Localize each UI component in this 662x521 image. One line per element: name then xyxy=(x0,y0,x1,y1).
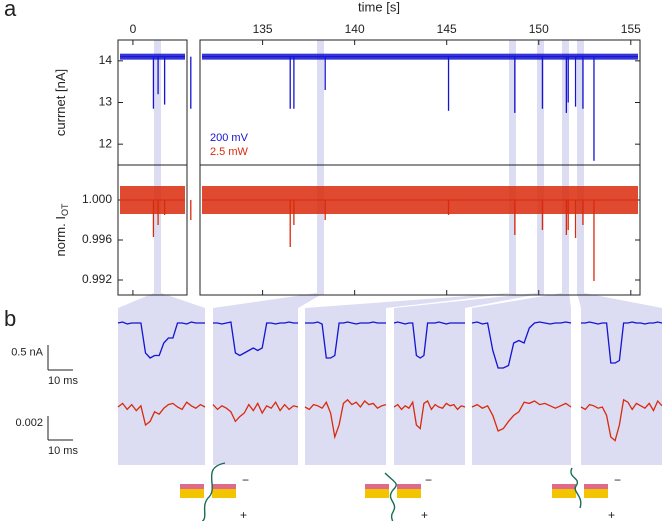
connector xyxy=(472,293,571,308)
x-tick-label: 150 xyxy=(529,22,549,36)
highlight-band xyxy=(562,40,569,295)
window-bg xyxy=(213,308,298,465)
pore-minus: − xyxy=(242,473,249,487)
pore-icon: − + xyxy=(365,472,432,521)
highlight-band xyxy=(577,40,584,295)
axis-break xyxy=(188,159,199,301)
x-tick-label: 135 xyxy=(253,22,273,36)
legend-entry: 2.5 mW xyxy=(210,146,249,158)
current-trace xyxy=(213,321,298,357)
optical-trace xyxy=(212,400,299,423)
legend-entry: 200 mV xyxy=(210,132,249,144)
scale-bar-label: 0.002 xyxy=(15,417,43,429)
current-trace xyxy=(305,321,386,359)
x-tick-label: 155 xyxy=(621,22,641,36)
pore-minus: − xyxy=(425,473,432,487)
x-tick-label: 0 xyxy=(130,22,137,36)
optical-trace xyxy=(471,400,572,432)
window-bg xyxy=(472,308,571,465)
connector xyxy=(577,293,662,308)
y-axis-label-text: norm. I xyxy=(53,216,68,256)
pore-plus: + xyxy=(421,508,428,521)
current-trace xyxy=(393,321,465,359)
highlight-band xyxy=(154,40,161,295)
window-bg xyxy=(394,308,465,465)
current-trace xyxy=(581,321,662,364)
optical-trace xyxy=(580,398,662,442)
y-tick-label: 0.992 xyxy=(82,272,112,286)
y-tick-label: 12 xyxy=(99,136,113,150)
y-tick-label: 14 xyxy=(99,53,113,67)
pore-minus: − xyxy=(614,473,621,487)
y-axis-label: norm. IOT xyxy=(53,203,70,256)
y-tick-label: 1.000 xyxy=(82,192,112,206)
x-tick-label: 145 xyxy=(437,22,457,36)
x-tick-label: 140 xyxy=(345,22,365,36)
optical-trace xyxy=(393,400,466,430)
highlights xyxy=(118,40,662,465)
window-bg xyxy=(305,308,386,465)
connector xyxy=(305,293,516,308)
current-trace xyxy=(117,321,205,359)
optical-trace xyxy=(117,401,206,427)
pore-icon: − + xyxy=(552,467,621,521)
scale-bar-time: 10 ms xyxy=(48,375,78,387)
plot-frame xyxy=(117,164,188,296)
highlight-band xyxy=(317,40,324,295)
scale-bar-label: 0.5 nA xyxy=(11,346,43,358)
window-bg xyxy=(581,308,662,465)
plot-frame xyxy=(199,164,641,296)
pore-icon: − + xyxy=(180,462,249,521)
plots: time [s] 0 135 140 145 150 155 12 13 14 currnet [n… xyxy=(11,0,662,457)
connector xyxy=(394,293,544,308)
connector xyxy=(118,293,205,308)
y-tick-label: 13 xyxy=(99,95,113,109)
y-axis-label: currnet [nA] xyxy=(53,69,68,136)
window-bg xyxy=(118,308,205,465)
panel-label: a xyxy=(4,0,17,21)
pore-plus: + xyxy=(240,508,247,521)
connector xyxy=(213,293,324,308)
y-axis-label-text: currnet [nA] xyxy=(53,69,68,136)
x-axis-label: time [s] xyxy=(358,0,400,14)
y-axis-label-sub: OT xyxy=(60,203,70,216)
panel-label: b xyxy=(4,306,16,331)
axis-break xyxy=(188,34,199,171)
pore-plus: + xyxy=(608,508,615,521)
optical-trace xyxy=(304,398,387,440)
pore-icons: − + − + − + xyxy=(180,462,621,521)
y-tick-label: 0.996 xyxy=(82,232,112,246)
highlight-band xyxy=(537,40,544,295)
highlight-band xyxy=(509,40,516,295)
current-trace xyxy=(471,321,572,369)
scale-bar-time: 10 ms xyxy=(48,445,78,457)
